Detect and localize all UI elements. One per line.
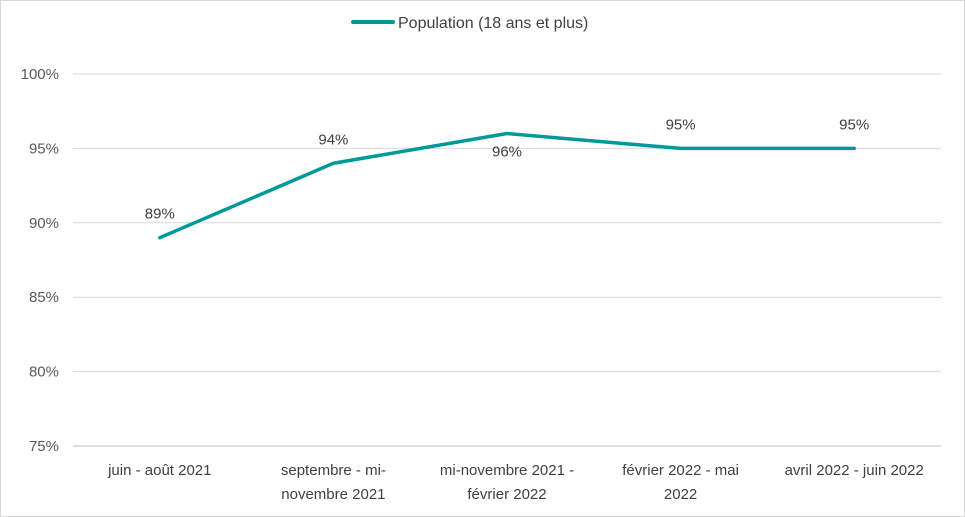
- data-label: 96%: [492, 144, 522, 161]
- y-tick-label: 95%: [29, 140, 59, 157]
- x-tick-label: septembre - mi-novembre 2021: [281, 462, 386, 503]
- x-tick-label: avril 2022 - juin 2022: [785, 462, 924, 479]
- y-tick-label: 75%: [29, 438, 59, 455]
- x-tick-label: juin - août 2021: [107, 462, 211, 479]
- y-tick-label: 85%: [29, 289, 59, 306]
- y-tick-label: 90%: [29, 215, 59, 232]
- x-tick-label: mi-novembre 2021 -février 2022: [440, 462, 574, 503]
- data-label: 89%: [145, 206, 175, 223]
- x-tick-label: février 2022 - mai 2022: [622, 462, 739, 503]
- data-label: 95%: [839, 116, 869, 133]
- data-label: 95%: [666, 116, 696, 133]
- y-tick-label: 80%: [29, 364, 59, 381]
- y-tick-label: 100%: [21, 66, 59, 83]
- data-label: 94%: [318, 131, 348, 148]
- legend-label: Population (18 ans et plus): [398, 15, 588, 32]
